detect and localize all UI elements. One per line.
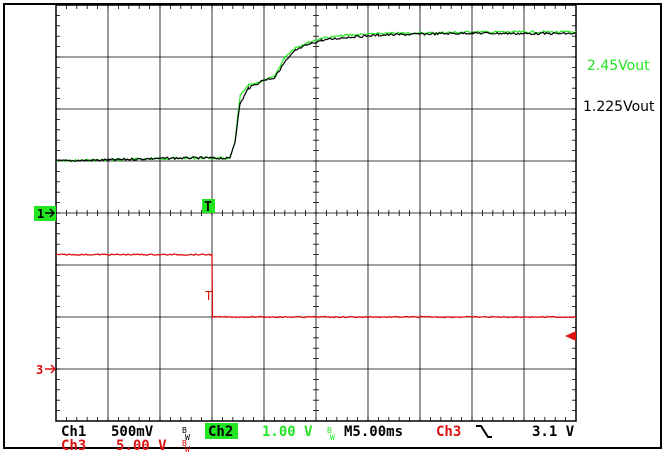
- status-bar-row1: Ch1 500mV B W Ch2 1.00 V B W M5.00ms Ch3…: [61, 423, 575, 442]
- ch1-ground-marker: 1: [34, 206, 56, 221]
- svg-text:W: W: [185, 445, 190, 454]
- ch2-scale: 1.00 V: [262, 424, 313, 440]
- ch2-label-bg: [205, 423, 238, 439]
- ch3-bw-icon: B: [182, 439, 187, 448]
- trigger-slope-icon: [476, 425, 492, 438]
- ch1-scale: 500mV: [111, 424, 154, 440]
- trace-ch2: [55, 30, 577, 163]
- trace-ch3: [55, 253, 577, 319]
- svg-text:3: 3: [36, 363, 43, 377]
- ch3-scale: 5.00 V: [116, 438, 167, 454]
- trigger-marker-bottom: T: [205, 289, 212, 303]
- trigger-level-arrow: [565, 331, 576, 341]
- status-bar-row2: Ch3 5.00 V B W: [61, 438, 190, 454]
- trace-ch1: [55, 31, 576, 163]
- graticule: [55, 4, 577, 422]
- ch1-annotation: 1.225Vout: [583, 99, 655, 115]
- trigger-marker-top: T: [202, 199, 215, 215]
- ch2-bw-icon: B: [327, 426, 332, 435]
- svg-text:W: W: [330, 433, 335, 442]
- svg-text:T: T: [204, 200, 212, 215]
- trigger-source: Ch3: [436, 424, 461, 440]
- ch3-ground-marker: 3: [36, 363, 57, 377]
- timebase: M5.00ms: [344, 424, 403, 440]
- trigger-level: 3.1 V: [532, 424, 575, 440]
- ch2-label: Ch2: [208, 424, 233, 440]
- traces: [55, 30, 577, 319]
- ch2-annotation: 2.45Vout: [587, 58, 650, 74]
- ch1-label: Ch1: [61, 424, 86, 440]
- scope-frame: [3, 3, 662, 449]
- svg-text:1: 1: [37, 207, 44, 221]
- ch3-label: Ch3: [61, 438, 86, 454]
- svg-text:W: W: [185, 433, 190, 442]
- ch1-bw-icon: B: [182, 426, 187, 435]
